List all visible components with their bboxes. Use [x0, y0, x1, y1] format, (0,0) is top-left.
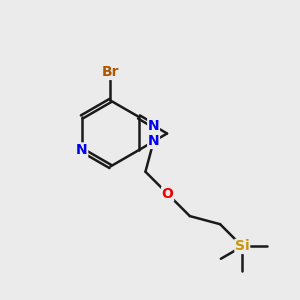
Text: N: N — [76, 143, 88, 157]
Text: N: N — [148, 134, 159, 148]
Text: Br: Br — [102, 65, 119, 80]
Text: N: N — [148, 118, 159, 133]
Text: Si: Si — [235, 239, 250, 254]
Text: O: O — [162, 187, 174, 201]
